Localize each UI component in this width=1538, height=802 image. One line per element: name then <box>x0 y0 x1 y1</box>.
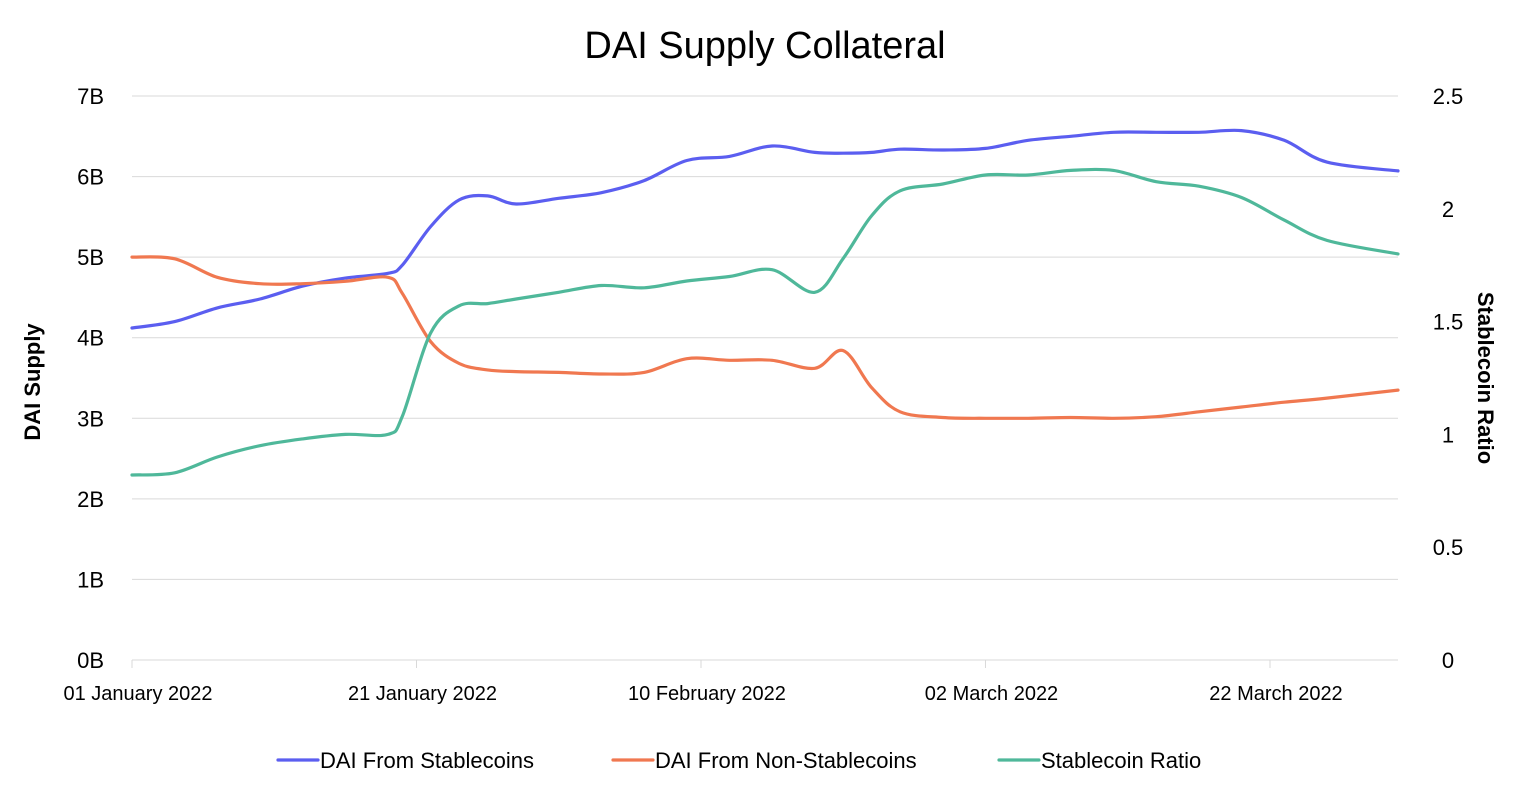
y-tick-label: 3B <box>77 406 104 431</box>
y2-tick-label: 0 <box>1442 648 1454 673</box>
x-tick-label: 22 March 2022 <box>1209 683 1342 705</box>
series-line-stablecoin-ratio <box>130 167 1400 477</box>
y-tick-label: 5B <box>77 245 104 270</box>
y-tick-label: 7B <box>77 84 104 109</box>
y-axis-title: DAI Supply <box>20 323 45 441</box>
y2-tick-label: 2 <box>1442 197 1454 222</box>
legend-label-stablecoin-ratio: Stablecoin Ratio <box>1041 748 1201 773</box>
y2-tick-label: 0.5 <box>1433 535 1464 560</box>
right-axis-ticks: 0 0.5 1 1.5 2 2.5 <box>1433 84 1464 673</box>
left-axis-ticks: 0B 1B 2B 3B 4B 5B 6B 7B <box>77 84 104 673</box>
y2-tick-label: 1 <box>1442 422 1454 447</box>
y2-tick-label: 2.5 <box>1433 84 1464 109</box>
x-tick-label: 02 March 2022 <box>925 683 1058 705</box>
x-tick-label: 21 January 2022 <box>348 683 497 705</box>
x-axis-ticks: 01 January 2022 21 January 2022 10 Februar… <box>63 660 1343 705</box>
y-tick-label: 6B <box>77 165 104 190</box>
y2-tick-label: 1.5 <box>1433 310 1464 335</box>
y-tick-label: 2B <box>77 487 104 512</box>
y-tick-label: 1B <box>77 567 104 592</box>
legend: DAI From Stablecoins DAI From Non-Stablec… <box>276 748 1201 773</box>
series-line-dai-from-non-stablecoins <box>130 255 1400 420</box>
y-tick-label: 4B <box>77 326 104 351</box>
gridlines <box>132 95 1398 661</box>
chart-title: DAI Supply Collateral <box>584 25 945 67</box>
y2-axis-title: Stablecoin Ratio <box>1473 292 1498 464</box>
series-lines <box>130 128 1400 477</box>
legend-label-dai-from-stablecoins: DAI From Stablecoins <box>320 748 534 773</box>
y-tick-label: 0B <box>77 648 104 673</box>
legend-label-dai-from-non-stablecoins: DAI From Non-Stablecoins <box>655 748 917 773</box>
x-tick-label: 10 February 2022 <box>628 683 786 705</box>
x-tick-label: 01 January 2022 <box>63 683 212 705</box>
series-line-dai-from-stablecoins <box>130 128 1400 330</box>
